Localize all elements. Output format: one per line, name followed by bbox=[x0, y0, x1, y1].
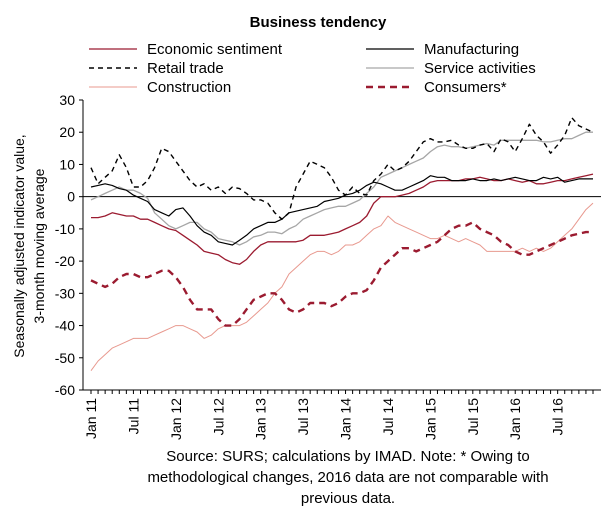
y-tick-label: 30 bbox=[59, 92, 75, 108]
y-tick-label: -40 bbox=[55, 318, 75, 334]
legend-label: Construction bbox=[147, 79, 231, 96]
y-tick-label: -60 bbox=[55, 382, 75, 398]
x-tick-label: Jan 11 bbox=[83, 398, 99, 439]
y-tick-label: -30 bbox=[55, 285, 75, 301]
series-line-construction bbox=[90, 202, 594, 371]
y-tick-label: 10 bbox=[59, 156, 75, 172]
legend-label: Consumers* bbox=[424, 79, 507, 96]
x-tick-label: Jan 16 bbox=[507, 398, 523, 440]
legend-label: Retail trade bbox=[147, 60, 224, 77]
y-tick-label: -50 bbox=[55, 350, 75, 366]
y-tick-label: 20 bbox=[59, 124, 75, 140]
series-line-manufacturing bbox=[90, 175, 593, 246]
y-axis-label-line2: 3-month moving average bbox=[31, 168, 47, 323]
x-tick-label: Jul 11 bbox=[125, 398, 141, 435]
source-note-line: Source: SURS; calculations by IMAD. Note… bbox=[166, 448, 530, 465]
x-tick-label: Jan 14 bbox=[338, 398, 354, 440]
series-line-consumers bbox=[90, 221, 593, 327]
y-tick-label: 0 bbox=[67, 189, 75, 205]
y-axis-label-line1: Seasonally adjusted indicator value, bbox=[11, 134, 27, 357]
source-note-line: previous data. bbox=[300, 490, 396, 507]
series-line-service-activities bbox=[90, 131, 593, 246]
x-tick-label: Jan 12 bbox=[168, 398, 184, 440]
x-tick-label: Jan 13 bbox=[253, 398, 269, 440]
axes: 30 20 10 0 -10 -20 -30 -40 -50 -60 Jan 11 Jul 11 Jan… bbox=[55, 92, 601, 440]
series-layer bbox=[90, 116, 594, 371]
series-line-retail-trade bbox=[90, 116, 594, 220]
legend: Economic sentiment Manufacturing Retail tr… bbox=[89, 41, 536, 96]
x-tick-label: Jul 12 bbox=[210, 398, 226, 436]
x-tick-label: Jan 15 bbox=[422, 398, 438, 440]
chart-title: Business tendency bbox=[250, 14, 387, 31]
x-tick-label: Jul 15 bbox=[465, 398, 481, 436]
x-tick-label: Jul 16 bbox=[550, 398, 566, 436]
y-tick-label: -10 bbox=[55, 221, 75, 237]
legend-label: Economic sentiment bbox=[147, 41, 283, 58]
source-note: Source: SURS; calculations by IMAD. Note… bbox=[104, 446, 592, 509]
x-tick-label: Jul 13 bbox=[295, 398, 311, 436]
x-tick-label: Jul 14 bbox=[380, 398, 396, 436]
y-tick-label: -20 bbox=[55, 253, 75, 269]
y-axis-label: Seasonally adjusted indicator value, 3-m… bbox=[11, 134, 47, 357]
legend-label: Service activities bbox=[424, 60, 536, 77]
source-note-line: methodological changes, 2016 data are no… bbox=[147, 469, 549, 486]
legend-label: Manufacturing bbox=[424, 41, 519, 58]
